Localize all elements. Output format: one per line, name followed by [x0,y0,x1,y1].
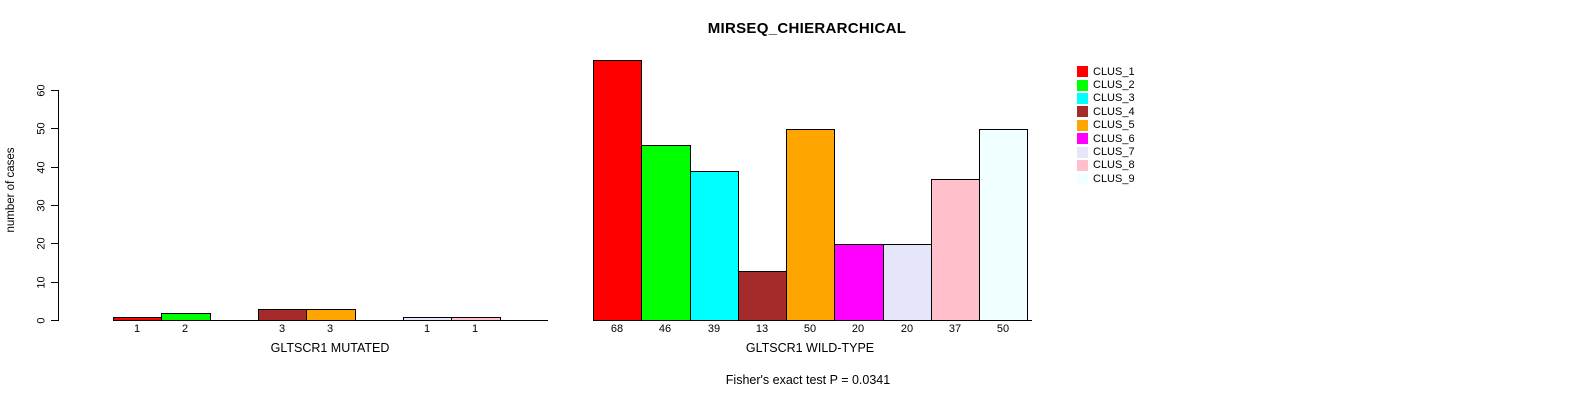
legend-swatch-CLUS_7 [1077,146,1088,158]
x-axis-label-mutated: GLTSCR1 MUTATED [270,341,390,355]
bar-value-label: 68 [610,323,624,335]
bar-value-label: 20 [851,323,865,335]
y-tick-label: 40 [35,160,48,174]
bar-value-label: 20 [900,323,914,335]
legend-label: CLUS_9 [1093,172,1135,185]
y-tick-label: 50 [35,121,48,135]
bar-CLUS_5 [786,129,835,321]
y-tick-mark [51,320,58,321]
legend-swatch-CLUS_8 [1077,159,1088,171]
legend-item-CLUS_6: CLUS_6 [1077,132,1135,145]
legend-item-CLUS_9: CLUS_9 [1077,172,1135,185]
legend-label: CLUS_4 [1093,105,1135,118]
legend-swatch-CLUS_1 [1077,66,1088,78]
y-tick-label: 60 [35,83,48,97]
bar-CLUS_7 [883,244,932,321]
legend-swatch-CLUS_5 [1077,119,1088,131]
bar-CLUS_9 [979,129,1028,321]
y-tick-mark [51,128,58,129]
legend-item-CLUS_1: CLUS_1 [1077,65,1135,78]
bar-CLUS_4 [738,271,787,321]
y-tick-mark [51,167,58,168]
bar-CLUS_1 [593,60,642,321]
legend-label: CLUS_3 [1093,92,1135,105]
bar-value-label: 3 [326,323,334,335]
legend-item-CLUS_7: CLUS_7 [1077,145,1135,158]
bar-CLUS_6 [834,244,884,321]
bar-value-label: 50 [996,323,1010,335]
bar-value-label: 46 [658,323,672,335]
legend-swatch-CLUS_3 [1077,92,1088,104]
y-axis-line [58,90,59,321]
bar-value-label: 1 [471,323,479,335]
y-tick-mark [51,90,58,91]
bar-value-label: 50 [803,323,817,335]
bar-value-label: 1 [423,323,431,335]
legend-label: CLUS_5 [1093,119,1135,132]
bar-CLUS_3 [690,171,739,321]
legend-item-CLUS_3: CLUS_3 [1077,92,1135,105]
legend-swatch-CLUS_4 [1077,106,1088,118]
x-axis-baseline [593,320,1032,321]
legend-item-CLUS_8: CLUS_8 [1077,159,1135,172]
y-tick-mark [51,243,58,244]
legend-label: CLUS_6 [1093,132,1135,145]
bar-value-label: 13 [755,323,769,335]
legend-label: CLUS_2 [1093,79,1135,92]
legend-swatch-CLUS_2 [1077,79,1088,91]
legend-swatch-CLUS_9 [1077,173,1088,185]
y-tick-mark [51,205,58,206]
y-tick-mark [51,282,58,283]
legend-label: CLUS_1 [1093,65,1135,78]
y-tick-label: 30 [35,198,48,212]
legend-item-CLUS_4: CLUS_4 [1077,105,1135,118]
bar-CLUS_2 [641,145,691,321]
bar-value-label: 39 [707,323,721,335]
bar-value-label: 2 [181,323,189,335]
y-tick-label: 0 [35,316,48,324]
chart-title: MIRSEQ_CHIERARCHICAL [707,20,907,37]
fisher-test-text: Fisher's exact test P = 0.0341 [725,373,891,387]
bar-value-label: 1 [133,323,141,335]
bar-CLUS_8 [931,179,980,321]
x-axis-baseline [113,320,548,321]
y-axis-title: number of cases [5,147,17,233]
legend-item-CLUS_5: CLUS_5 [1077,119,1135,132]
legend-label: CLUS_7 [1093,146,1135,159]
legend-swatch-CLUS_6 [1077,133,1088,145]
bar-value-label: 3 [278,323,286,335]
y-tick-label: 20 [35,236,48,250]
legend: CLUS_1 CLUS_2 CLUS_3 CLUS_4 CLUS_5 CLUS_6 CLUS… [1077,65,1135,186]
y-tick-label: 10 [35,275,48,289]
legend-label: CLUS_8 [1093,159,1135,172]
legend-item-CLUS_2: CLUS_2 [1077,78,1135,91]
bar-value-label: 37 [948,323,962,335]
x-axis-label-wildtype: GLTSCR1 WILD-TYPE [745,341,875,355]
